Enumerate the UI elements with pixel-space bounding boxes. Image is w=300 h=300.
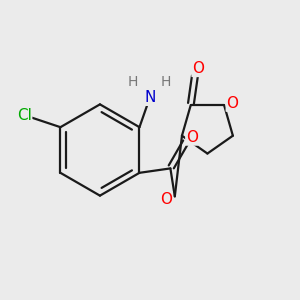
Text: O: O — [186, 130, 198, 145]
Text: N: N — [144, 90, 155, 105]
Text: O: O — [192, 61, 204, 76]
Text: O: O — [226, 96, 238, 111]
Text: O: O — [160, 192, 172, 207]
Text: Cl: Cl — [17, 109, 32, 124]
Text: H: H — [161, 74, 171, 88]
Text: H: H — [128, 74, 138, 88]
